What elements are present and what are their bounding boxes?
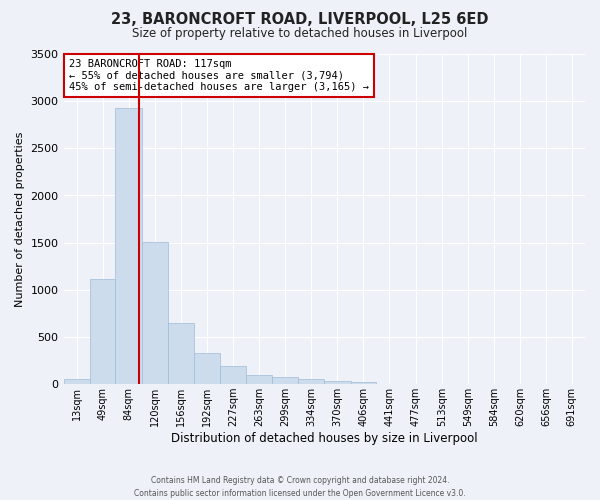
Bar [246, 374, 272, 384]
Bar [220, 366, 246, 384]
Bar [350, 382, 376, 384]
Text: 23 BARONCROFT ROAD: 117sqm
← 55% of detached houses are smaller (3,794)
45% of s: 23 BARONCROFT ROAD: 117sqm ← 55% of deta… [69, 59, 369, 92]
X-axis label: Distribution of detached houses by size in Liverpool: Distribution of detached houses by size … [171, 432, 478, 445]
Text: Contains HM Land Registry data © Crown copyright and database right 2024.
Contai: Contains HM Land Registry data © Crown c… [134, 476, 466, 498]
Bar [142, 242, 168, 384]
Bar [298, 380, 324, 384]
Text: Size of property relative to detached houses in Liverpool: Size of property relative to detached ho… [133, 28, 467, 40]
Bar [194, 353, 220, 384]
Bar [64, 380, 90, 384]
Bar [115, 108, 142, 384]
Text: 23, BARONCROFT ROAD, LIVERPOOL, L25 6ED: 23, BARONCROFT ROAD, LIVERPOOL, L25 6ED [111, 12, 489, 28]
Y-axis label: Number of detached properties: Number of detached properties [15, 132, 25, 307]
Bar [168, 323, 194, 384]
Bar [272, 376, 298, 384]
Bar [324, 382, 350, 384]
Bar [90, 280, 115, 384]
